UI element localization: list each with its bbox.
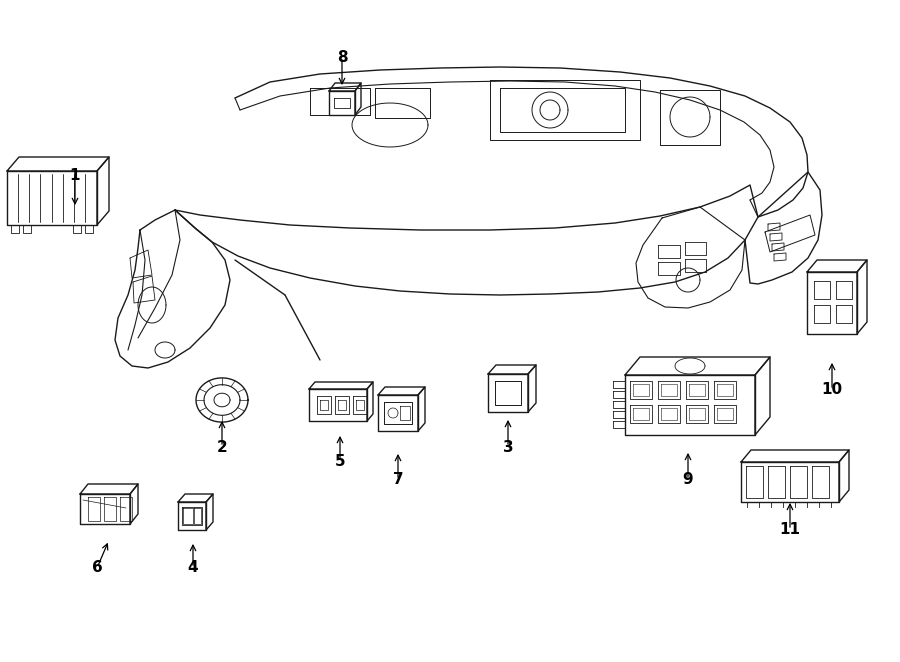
Text: 4: 4 — [188, 561, 198, 575]
Text: 2: 2 — [217, 440, 228, 455]
Text: 3: 3 — [503, 440, 513, 455]
Text: 8: 8 — [337, 50, 347, 64]
Text: 1: 1 — [70, 167, 80, 183]
Text: 9: 9 — [683, 473, 693, 487]
Text: 6: 6 — [92, 561, 103, 575]
Text: 10: 10 — [822, 383, 842, 397]
Text: 11: 11 — [779, 522, 800, 538]
Text: 7: 7 — [392, 473, 403, 487]
Text: 5: 5 — [335, 455, 346, 469]
